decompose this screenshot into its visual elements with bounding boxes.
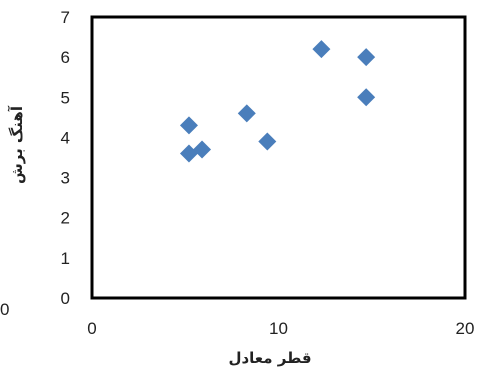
y-axis-title: آهنگ برش bbox=[8, 105, 26, 184]
data-point bbox=[258, 132, 277, 151]
x-tick-labels: 0 10 20 bbox=[87, 319, 474, 338]
y-tick-label: 4 bbox=[61, 128, 70, 147]
data-point bbox=[179, 144, 198, 163]
y-tick-label: 3 bbox=[61, 169, 70, 188]
x-tick-label: 20 bbox=[456, 319, 475, 338]
data-point bbox=[179, 116, 198, 135]
y-tick-label: 7 bbox=[61, 8, 70, 27]
y-tick-label: 2 bbox=[61, 209, 70, 228]
data-point bbox=[312, 40, 331, 59]
x-tick-label: 10 bbox=[269, 319, 288, 338]
data-point bbox=[357, 48, 376, 67]
data-point bbox=[357, 88, 376, 107]
x-axis-title: قطر معادل bbox=[228, 349, 311, 367]
y-tick-label: 0 bbox=[61, 289, 70, 308]
data-point bbox=[193, 140, 212, 159]
plot-frame bbox=[90, 15, 467, 300]
y-tick-label: 6 bbox=[61, 48, 70, 67]
y-tick-labels: 0 1 2 3 4 5 6 7 bbox=[61, 8, 70, 308]
x-tick-label: 0 bbox=[87, 319, 96, 338]
data-point bbox=[237, 104, 256, 123]
y-tick-label: 5 bbox=[61, 88, 70, 107]
data-points bbox=[179, 40, 376, 163]
stray-tick-label: 0 bbox=[0, 300, 10, 319]
y-tick-label: 1 bbox=[61, 249, 70, 268]
